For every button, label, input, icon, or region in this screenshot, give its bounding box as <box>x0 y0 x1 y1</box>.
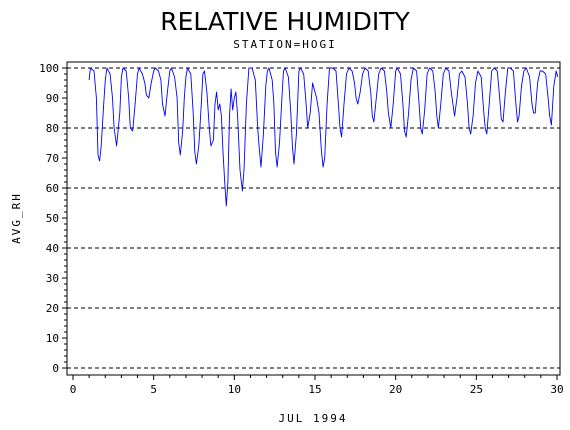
grid-lines <box>67 67 560 369</box>
x-tick-label: 15 <box>308 383 321 396</box>
y-tick-label: 40 <box>46 242 59 255</box>
chart-title: RELATIVE HUMIDITY <box>160 7 410 36</box>
y-tick-label: 10 <box>46 332 59 345</box>
y-tick-label: 30 <box>46 272 59 285</box>
x-tick-label: 5 <box>150 383 157 396</box>
x-axis-label: JUL 1994 <box>279 412 348 425</box>
rh-series-line <box>88 67 559 207</box>
y-tick-label: 20 <box>46 302 59 315</box>
series-layer <box>88 67 559 207</box>
y-axis-label: AVG_RH <box>10 192 23 244</box>
x-tick-label: 30 <box>550 383 563 396</box>
x-tick-label: 25 <box>470 383 483 396</box>
y-tick-label: 60 <box>46 182 59 195</box>
plot-frame <box>66 61 561 376</box>
y-tick-label: 90 <box>46 92 59 105</box>
y-tick-label: 0 <box>52 362 59 375</box>
y-tick-label: 50 <box>46 212 59 225</box>
x-tick-label: 20 <box>389 383 402 396</box>
y-tick-label: 100 <box>39 62 59 75</box>
y-tick-label: 70 <box>46 152 59 165</box>
chart-subtitle: STATION=HOGI <box>233 38 336 51</box>
y-tick-label: 80 <box>46 122 59 135</box>
axes: 0 10 20 30 40 50 60 70 80 90 100 0 5 10 15 20 25 30 <box>39 61 564 396</box>
x-tick-label: 0 <box>70 383 77 396</box>
x-tick-label: 10 <box>228 383 241 396</box>
